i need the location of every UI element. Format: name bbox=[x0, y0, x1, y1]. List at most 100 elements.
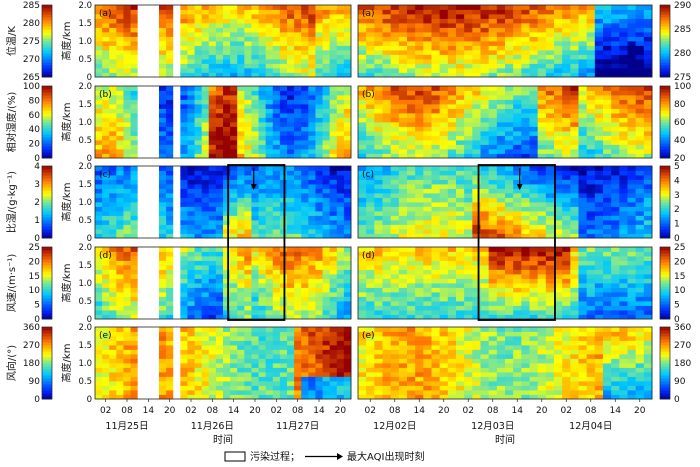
height-tick: 0 bbox=[87, 395, 92, 405]
right-colorbar-tick: 100 bbox=[674, 82, 691, 92]
left-colorbar-tick: 15 bbox=[29, 272, 40, 282]
time-tick-label: 20 bbox=[536, 406, 548, 416]
left-colorbar-tick: 180 bbox=[23, 359, 40, 369]
panel-tag-right-e: (e) bbox=[362, 331, 375, 341]
height-tick: 0.5 bbox=[78, 216, 92, 226]
left-colorbar-tick: 0 bbox=[34, 395, 40, 405]
time-tick-label: 08 bbox=[207, 406, 219, 416]
date-label: 11月26日 bbox=[191, 421, 234, 432]
time-tick-label: 02 bbox=[271, 406, 282, 416]
left-colorbar-tick: 270 bbox=[23, 55, 40, 65]
heatmap-r-c bbox=[357, 165, 653, 239]
right-colorbar-tick: 3 bbox=[674, 191, 680, 201]
date-label: 12月04日 bbox=[569, 421, 612, 432]
left-colorbar-c: 0 1 2 3 4 bbox=[34, 162, 53, 244]
panel-tag-a: (a) bbox=[99, 9, 112, 19]
heatmap-l-b bbox=[94, 85, 352, 159]
heatmap-r-d bbox=[357, 246, 653, 320]
time-tick-label: 02 bbox=[185, 406, 196, 416]
date-label: 12月03日 bbox=[471, 421, 514, 432]
right-colorbar-a: 275 280 285 290 bbox=[659, 1, 691, 83]
panel-tag-b: (b) bbox=[99, 90, 112, 100]
time-axis-label-right: 时间 bbox=[495, 433, 515, 446]
panel-tag-right-d: (d) bbox=[362, 251, 375, 261]
time-tick-label: 20 bbox=[249, 406, 261, 416]
legend-arrow-label: 最大AQI出现时刻 bbox=[347, 450, 425, 463]
height-tick: 1.5 bbox=[78, 261, 92, 271]
height-tick: 2.0 bbox=[78, 162, 92, 172]
panel-tag-c: (c) bbox=[99, 170, 111, 180]
max-aqi-arrows bbox=[250, 168, 523, 190]
left-colorbar-tick: 270 bbox=[23, 341, 40, 351]
right-colorbar-tick: 20 bbox=[674, 154, 686, 164]
left-colorbar-e: 0 90 180 270 360 bbox=[23, 323, 53, 405]
right-colorbar-tick: 280 bbox=[674, 49, 691, 59]
height-tick: 2.0 bbox=[78, 323, 92, 333]
height-tick: 1.0 bbox=[78, 118, 92, 128]
height-axis-label: 高度/km bbox=[60, 264, 73, 303]
height-tick: 0.5 bbox=[78, 377, 92, 387]
left-colorbar-d: 0 5 10 15 20 25 bbox=[29, 243, 53, 325]
time-tick-label: 08 bbox=[487, 406, 499, 416]
height-tick: 1.0 bbox=[78, 359, 92, 369]
left-colorbar-tick: 40 bbox=[29, 125, 41, 135]
right-colorbar-tick: 290 bbox=[674, 1, 691, 11]
height-tick: 1.5 bbox=[78, 180, 92, 190]
right-colorbar-tick: 5 bbox=[674, 301, 680, 311]
right-colorbar-tick: 0 bbox=[674, 395, 680, 405]
height-tick: 1.0 bbox=[78, 37, 92, 47]
right-colorbar-tick: 270 bbox=[674, 341, 691, 351]
left-colorbar-a: 265 270 275 280 285 bbox=[23, 1, 53, 83]
panel-c: 0 1 2 3 4 比湿/(g·kg⁻¹) 0 1 2 3 4 5 (c) (c) 高度/km 0 0.5 1.0… bbox=[6, 162, 680, 244]
time-tick-label: 20 bbox=[634, 406, 646, 416]
height-tick: 0 bbox=[87, 234, 92, 244]
left-colorbar-tick: 0 bbox=[34, 234, 40, 244]
right-colorbar-tick: 60 bbox=[674, 118, 686, 128]
legend-box-label: 污染过程； bbox=[250, 450, 300, 463]
heatmap-l-a bbox=[94, 4, 352, 78]
left-colorbar-tick: 360 bbox=[23, 323, 40, 333]
left-colorbar-tick: 0 bbox=[34, 154, 40, 164]
left-colorbar-tick: 5 bbox=[34, 301, 40, 311]
left-colorbar-tick: 100 bbox=[23, 82, 40, 92]
time-tick-label: 20 bbox=[164, 406, 176, 416]
time-tick-label: 02 bbox=[365, 406, 376, 416]
height-tick: 0 bbox=[87, 154, 92, 164]
variable-label-a: 位温/K bbox=[5, 26, 18, 56]
heatmap-l-c bbox=[94, 165, 352, 239]
time-tick-label: 14 bbox=[143, 406, 155, 416]
panel-tag-e: (e) bbox=[99, 331, 112, 341]
time-tick-label: 14 bbox=[512, 406, 524, 416]
time-axis-label: 时间 bbox=[213, 433, 233, 446]
right-colorbar-tick: 4 bbox=[674, 176, 680, 186]
panel-tag-d: (d) bbox=[99, 251, 112, 261]
time-tick-label: 14 bbox=[610, 406, 622, 416]
right-colorbar-tick: 360 bbox=[674, 323, 691, 333]
left-colorbar-tick: 285 bbox=[23, 1, 40, 11]
height-tick: 1.5 bbox=[78, 19, 92, 29]
right-colorbar-c: 0 1 2 3 4 5 bbox=[659, 162, 680, 244]
time-tick-label: 02 bbox=[463, 406, 474, 416]
time-tick-label: 20 bbox=[438, 406, 450, 416]
right-colorbar-tick: 0 bbox=[674, 234, 680, 244]
legend: 污染过程； 最大AQI出现时刻 bbox=[224, 450, 425, 463]
variable-label-e: 风向/(°) bbox=[5, 345, 18, 381]
left-colorbar-tick: 0 bbox=[34, 315, 40, 325]
variable-label-d: 风速/(m·s⁻¹) bbox=[6, 254, 18, 313]
height-tick: 1.0 bbox=[78, 198, 92, 208]
pollution-box bbox=[227, 164, 286, 321]
left-colorbar-tick: 25 bbox=[29, 243, 40, 253]
height-axis-label: 高度/km bbox=[60, 344, 73, 383]
pollution-boxes bbox=[227, 164, 556, 321]
time-tick-label: 08 bbox=[389, 406, 401, 416]
date-label: 11月25日 bbox=[105, 421, 148, 432]
time-tick-label: 14 bbox=[228, 406, 240, 416]
right-colorbar-tick: 1 bbox=[674, 220, 680, 230]
panel-a: 265 270 275 280 285 位温/K 275 280 285 290 (a) (a) 高度/… bbox=[5, 1, 691, 83]
left-colorbar-tick: 10 bbox=[29, 286, 41, 296]
left-colorbar-tick: 20 bbox=[29, 140, 41, 150]
variable-label-c: 比湿/(g·kg⁻¹) bbox=[6, 171, 18, 233]
right-colorbar-tick: 40 bbox=[674, 136, 686, 146]
right-colorbar-e: 0 90 180 270 360 bbox=[659, 323, 691, 405]
heatmap-l-d bbox=[94, 246, 352, 320]
